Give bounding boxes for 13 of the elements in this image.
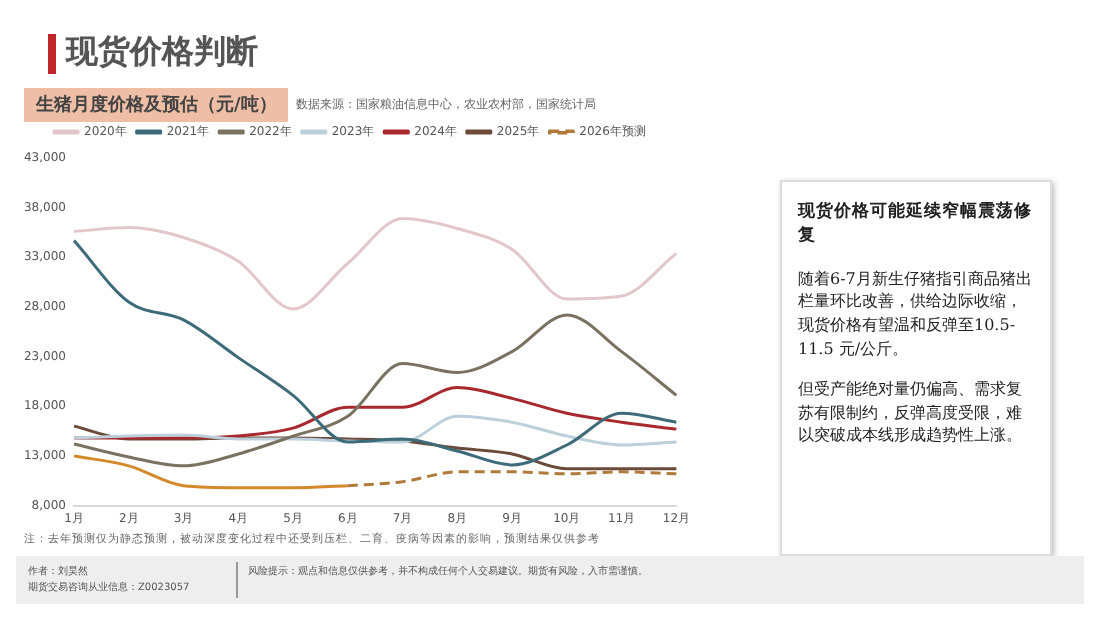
text: 随着6-7月新生仔猪指引商品猪出栏量环比改善，供给边际收缩，现货价格有望温和反弹至10.5-11.5 元/公斤。 (798, 267, 1034, 361)
line-series (72, 313, 678, 468)
line-series (72, 385, 678, 440)
text: 现货价格可能延续窄幅震荡修复 (798, 202, 1034, 250)
line-series (72, 414, 678, 447)
chart-title: 现货价格判断 (66, 32, 258, 74)
line-series (72, 424, 678, 471)
line-series (72, 238, 678, 467)
line-series (72, 217, 678, 311)
text: 但受产能绝对量仍偏高、需求复苏有限制约，反弹高度受限，难以突破成本线形成趋势性上涨。 (798, 378, 1024, 448)
chart-subtitle: 生猪月度价格及预估（元/吨） (24, 88, 289, 122)
line-series (346, 470, 678, 488)
line-series (72, 454, 350, 490)
